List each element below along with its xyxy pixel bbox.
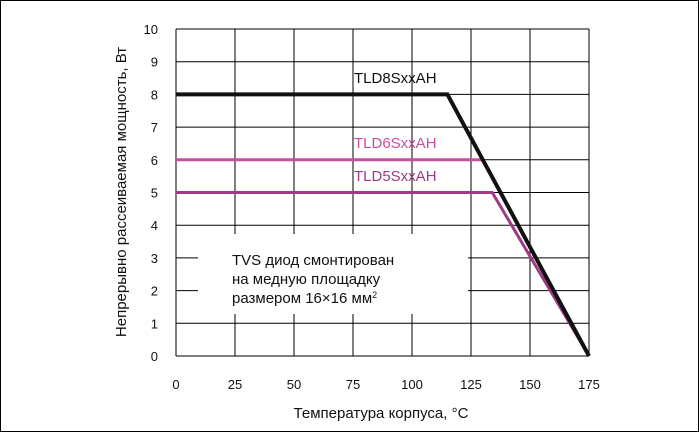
x-axis-title: Температура корпуса, °C: [294, 405, 469, 422]
y-tick-label-4: 4: [151, 218, 158, 233]
x-tick-label-2: 50: [287, 377, 301, 392]
annotation-line-3-main: размером 16×16 мм: [232, 290, 372, 307]
y-tick-label-9: 9: [151, 55, 158, 70]
y-tick-label-10: 10: [144, 22, 158, 37]
y-tick-label-0: 0: [151, 349, 158, 364]
annotation-line-2: на медную площадку: [232, 271, 381, 288]
series-line-TLD5SxxAH: [176, 191, 591, 357]
series-labels: TLD8SxxAH TLD6SxxAH TLD5SxxAH: [354, 70, 437, 185]
x-tick-label-6: 150: [519, 377, 541, 392]
annotation-box: TVS диод смонтирован на медную площадку …: [198, 234, 468, 314]
series-lines: [176, 92, 591, 357]
y-tick-label-3: 3: [151, 251, 158, 266]
series-label-TLD6SxxAH: TLD6SxxAH: [354, 135, 437, 152]
y-tick-label-7: 7: [151, 120, 158, 135]
series-line-TLD8SxxAH: [176, 92, 591, 357]
series-label-TLD8SxxAH: TLD8SxxAH: [354, 70, 437, 87]
x-tick-label-1: 25: [228, 377, 242, 392]
y-tick-label-8: 8: [151, 87, 158, 102]
y-tick-label-2: 2: [151, 284, 158, 299]
series-label-TLD5SxxAH: TLD5SxxAH: [354, 168, 437, 185]
y-tick-label-1: 1: [151, 316, 158, 331]
x-tick-label-3: 75: [346, 377, 360, 392]
annotation-superscript: 2: [372, 290, 377, 300]
y-tick-label-5: 5: [151, 186, 158, 201]
annotation-line-3: размером 16×16 мм2: [232, 290, 377, 307]
y-tick-label-6: 6: [151, 153, 158, 168]
x-tick-label-7: 175: [578, 377, 600, 392]
annotation-line-1: TVS диод смонтирован: [232, 252, 394, 269]
x-tick-label-5: 125: [460, 377, 482, 392]
x-tick-label-4: 100: [401, 377, 423, 392]
x-tick-label-0: 0: [172, 377, 179, 392]
tick-labels: 0 25 50 75 100 125 150 175 0 1 2 3 4 5 6 7 8 9 10: [144, 22, 600, 392]
y-axis-title: Непрерывно рассеиваемая мощность, Вт: [113, 47, 130, 337]
